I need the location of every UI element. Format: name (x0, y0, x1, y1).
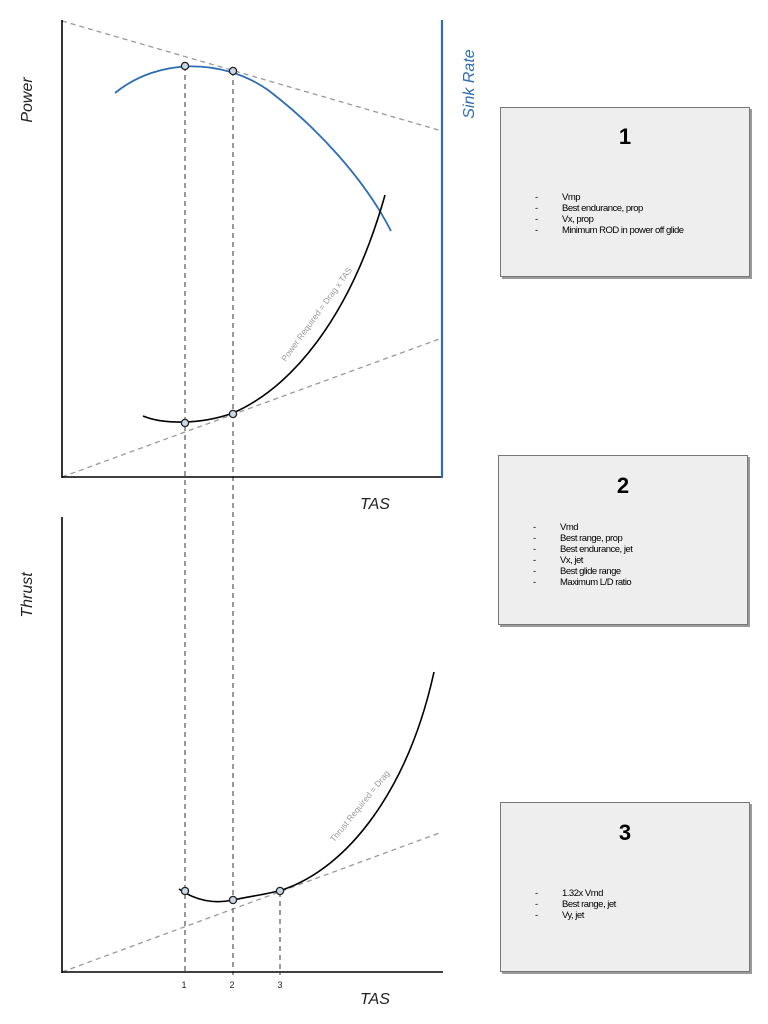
info-box-2: 2 Vmd Best range, prop Best endurance, j… (498, 455, 748, 625)
sink-rate-axis-label: Sink Rate (461, 49, 478, 118)
sink-rate-curve (114, 65, 392, 232)
labels: Power Sink Rate TAS Power Required = Dra… (19, 49, 478, 1008)
info-box-3-item: Best range, jet (535, 899, 616, 910)
x-tick-label-3: 3 (277, 980, 282, 990)
top-tas-label: TAS (360, 496, 390, 513)
points (180, 61, 285, 905)
tangent-guide-thrust (61, 831, 443, 973)
info-box-2-item: Vmd (533, 522, 632, 533)
thrust-axis-label: Thrust (19, 572, 36, 618)
info-box-2-number: 2 (616, 473, 630, 498)
info-box-3-item: Vy, jet (535, 910, 616, 921)
info-box-1-list: Vmp Best endurance, prop Vx, prop Minimu… (535, 192, 684, 236)
info-box-3: 3 1.32x Vmd Best range, jet Vy, jet (500, 802, 750, 972)
info-box-1-item: Vx, prop (535, 214, 684, 225)
thrust-required-curve (178, 671, 435, 903)
info-box-1-item: Vmp (535, 192, 684, 203)
info-box-2-item: Vx, jet (533, 555, 632, 566)
info-box-1-item: Best endurance, prop (535, 203, 684, 214)
power-required-curve-label: Power Required = Drag x TAS (279, 265, 354, 363)
info-box-3-item: 1.32x Vmd (535, 888, 616, 899)
power-axis-label: Power (19, 77, 36, 123)
tangent-guide-top (61, 20, 443, 132)
thrust-point-2 (228, 895, 238, 905)
thrust-point-3 (275, 886, 285, 896)
thrust-required-curve-label: Thrust Required = Drag (328, 768, 392, 844)
info-box-1-item: Minimum ROD in power off glide (535, 225, 684, 236)
info-box-2-item: Best glide range (533, 566, 632, 577)
info-box-2-item: Best endurance, jet (533, 544, 633, 555)
power-required-curve (142, 194, 386, 423)
x-tick-label-2: 2 (229, 980, 234, 990)
info-box-3-list: 1.32x Vmd Best range, jet Vy, jet (535, 888, 616, 921)
power-point-1 (180, 418, 190, 428)
axes (61, 20, 444, 973)
info-box-1-number: 1 (618, 124, 632, 149)
info-box-2-item: Best range, prop (533, 533, 632, 544)
x-tick-label-1: 1 (181, 980, 186, 990)
sink-rate-point-2 (228, 66, 238, 76)
info-box-1: 1 Vmp Best endurance, prop Vx, prop Mini… (500, 107, 750, 277)
sink-rate-point-1 (180, 61, 190, 71)
power-point-2 (228, 409, 238, 419)
tangent-guide-power (61, 337, 443, 478)
bottom-tas-label: TAS (360, 991, 390, 1008)
info-box-2-list: Vmd Best range, prop Best endurance, jet… (533, 522, 633, 588)
thrust-point-1 (180, 886, 190, 896)
info-box-3-number: 3 (618, 820, 632, 845)
info-box-2-item: Maximum L/D ratio (533, 577, 632, 588)
guide-lines (61, 20, 443, 975)
